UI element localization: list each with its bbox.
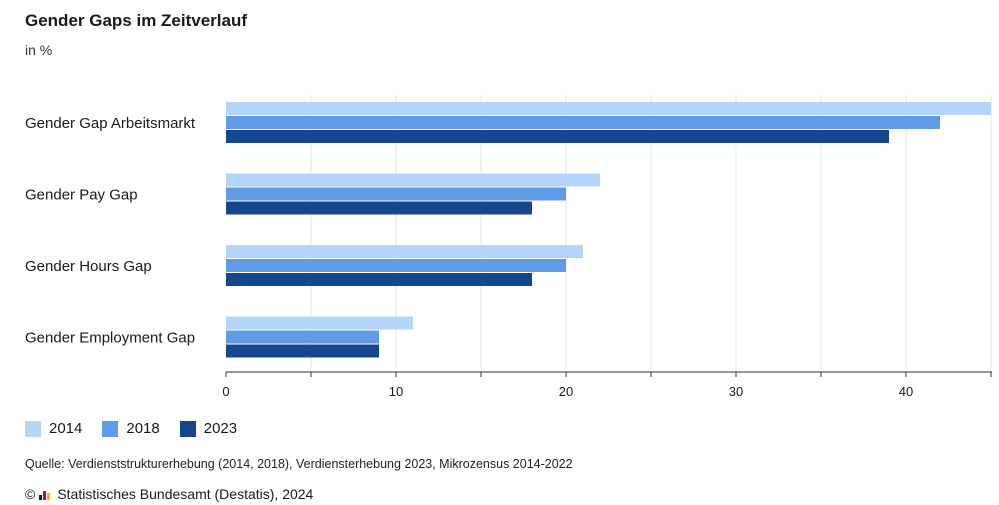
bar-2014: [226, 173, 600, 187]
x-tick-label: 10: [389, 384, 403, 399]
bar-2023: [226, 344, 379, 358]
legend: 2014 2018 2023: [25, 420, 237, 437]
category-label: Gender Pay Gap: [25, 187, 138, 204]
bar-2023: [226, 273, 532, 286]
copyright-text: Statistisches Bundesamt (Destatis), 2024: [57, 486, 314, 502]
x-tick-label: 0: [222, 384, 229, 399]
bar-2014: [226, 102, 991, 115]
copyright-symbol: ©: [25, 486, 36, 502]
legend-item-2014: 2014: [25, 420, 82, 437]
legend-label: 2023: [203, 420, 238, 437]
x-tick-label: 40: [899, 384, 913, 399]
legend-item-2018: 2018: [102, 420, 160, 437]
bar-2014: [226, 245, 583, 258]
x-tick-label: 20: [559, 384, 573, 399]
source-note: Quelle: Verdienststrukturerhebung (2014,…: [25, 457, 573, 471]
destatis-logo-icon: [39, 489, 51, 500]
logo-bar: [39, 494, 43, 500]
logo-bar: [47, 492, 51, 500]
category-label: Gender Hours Gap: [25, 258, 152, 275]
x-tick-label: 30: [729, 384, 743, 399]
bar-2018: [226, 116, 940, 129]
category-label: Gender Gap Arbeitsmarkt: [25, 115, 196, 132]
legend-label: 2018: [126, 420, 160, 437]
logo-bar: [43, 490, 47, 500]
legend-label: 2014: [49, 420, 83, 437]
legend-swatch: [102, 420, 119, 437]
category-labels: Gender Gap Arbeitsmarkt Gender Pay Gap Gen…: [25, 115, 196, 347]
legend-swatch: [179, 420, 196, 437]
chart-title: Gender Gaps im Zeitverlauf: [25, 11, 248, 30]
bars: [226, 102, 991, 358]
legend-swatch: [25, 420, 41, 437]
copyright-line: © Statistisches Bundesamt (Destatis), 20…: [25, 486, 313, 502]
category-label: Gender Employment Gap: [25, 330, 195, 347]
bar-2014: [226, 316, 413, 330]
bar-2018: [226, 330, 379, 344]
chart-subtitle: in %: [25, 42, 53, 58]
bar-2018: [226, 259, 566, 272]
bar-2023: [226, 201, 532, 215]
x-axis: 0 10 20 30 40: [222, 371, 992, 399]
bar-chart: Gender Gap Arbeitsmarkt Gender Pay Gap Gen…: [25, 95, 992, 399]
bar-2018: [226, 187, 566, 201]
bar-2023: [226, 130, 889, 143]
legend-item-2023: 2023: [179, 420, 238, 437]
